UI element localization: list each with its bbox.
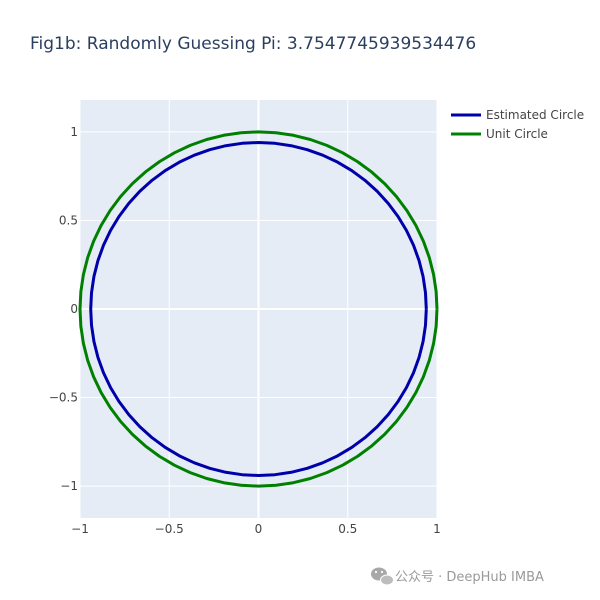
x-tick-label: 0.5 <box>338 522 357 536</box>
legend-label-unit-circle[interactable]: Unit Circle <box>486 127 548 141</box>
x-tick-label: 1 <box>433 522 441 536</box>
series-line-estimated-circle[interactable] <box>89 141 428 477</box>
y-tick-label: −0.5 <box>49 391 78 405</box>
wechat-icon <box>371 567 394 586</box>
chart-title: Fig1b: Randomly Guessing Pi: 3.754774593… <box>30 34 476 54</box>
x-axis-ticks: −1 −0.5 0 0.5 1 <box>71 522 441 536</box>
y-tick-label: 0.5 <box>59 213 78 227</box>
watermark-text: 公众号 · DeepHub IMBA <box>395 570 544 585</box>
watermark: 公众号 · DeepHub IMBA <box>371 567 544 586</box>
x-tick-label: −1 <box>71 522 89 536</box>
legend[interactable]: Estimated Circle Unit Circle <box>451 108 584 141</box>
y-tick-label: 0 <box>70 302 78 316</box>
legend-label-estimated-circle[interactable]: Estimated Circle <box>486 108 584 122</box>
x-tick-label: −0.5 <box>155 522 184 536</box>
y-tick-label: −1 <box>60 479 78 493</box>
series-line-unit-circle[interactable] <box>78 130 439 488</box>
y-axis-ticks: −1 −0.5 0 0.5 1 <box>49 125 78 493</box>
x-tick-label: 0 <box>255 522 263 536</box>
series-lines <box>78 130 439 488</box>
y-tick-label: 1 <box>70 125 78 139</box>
